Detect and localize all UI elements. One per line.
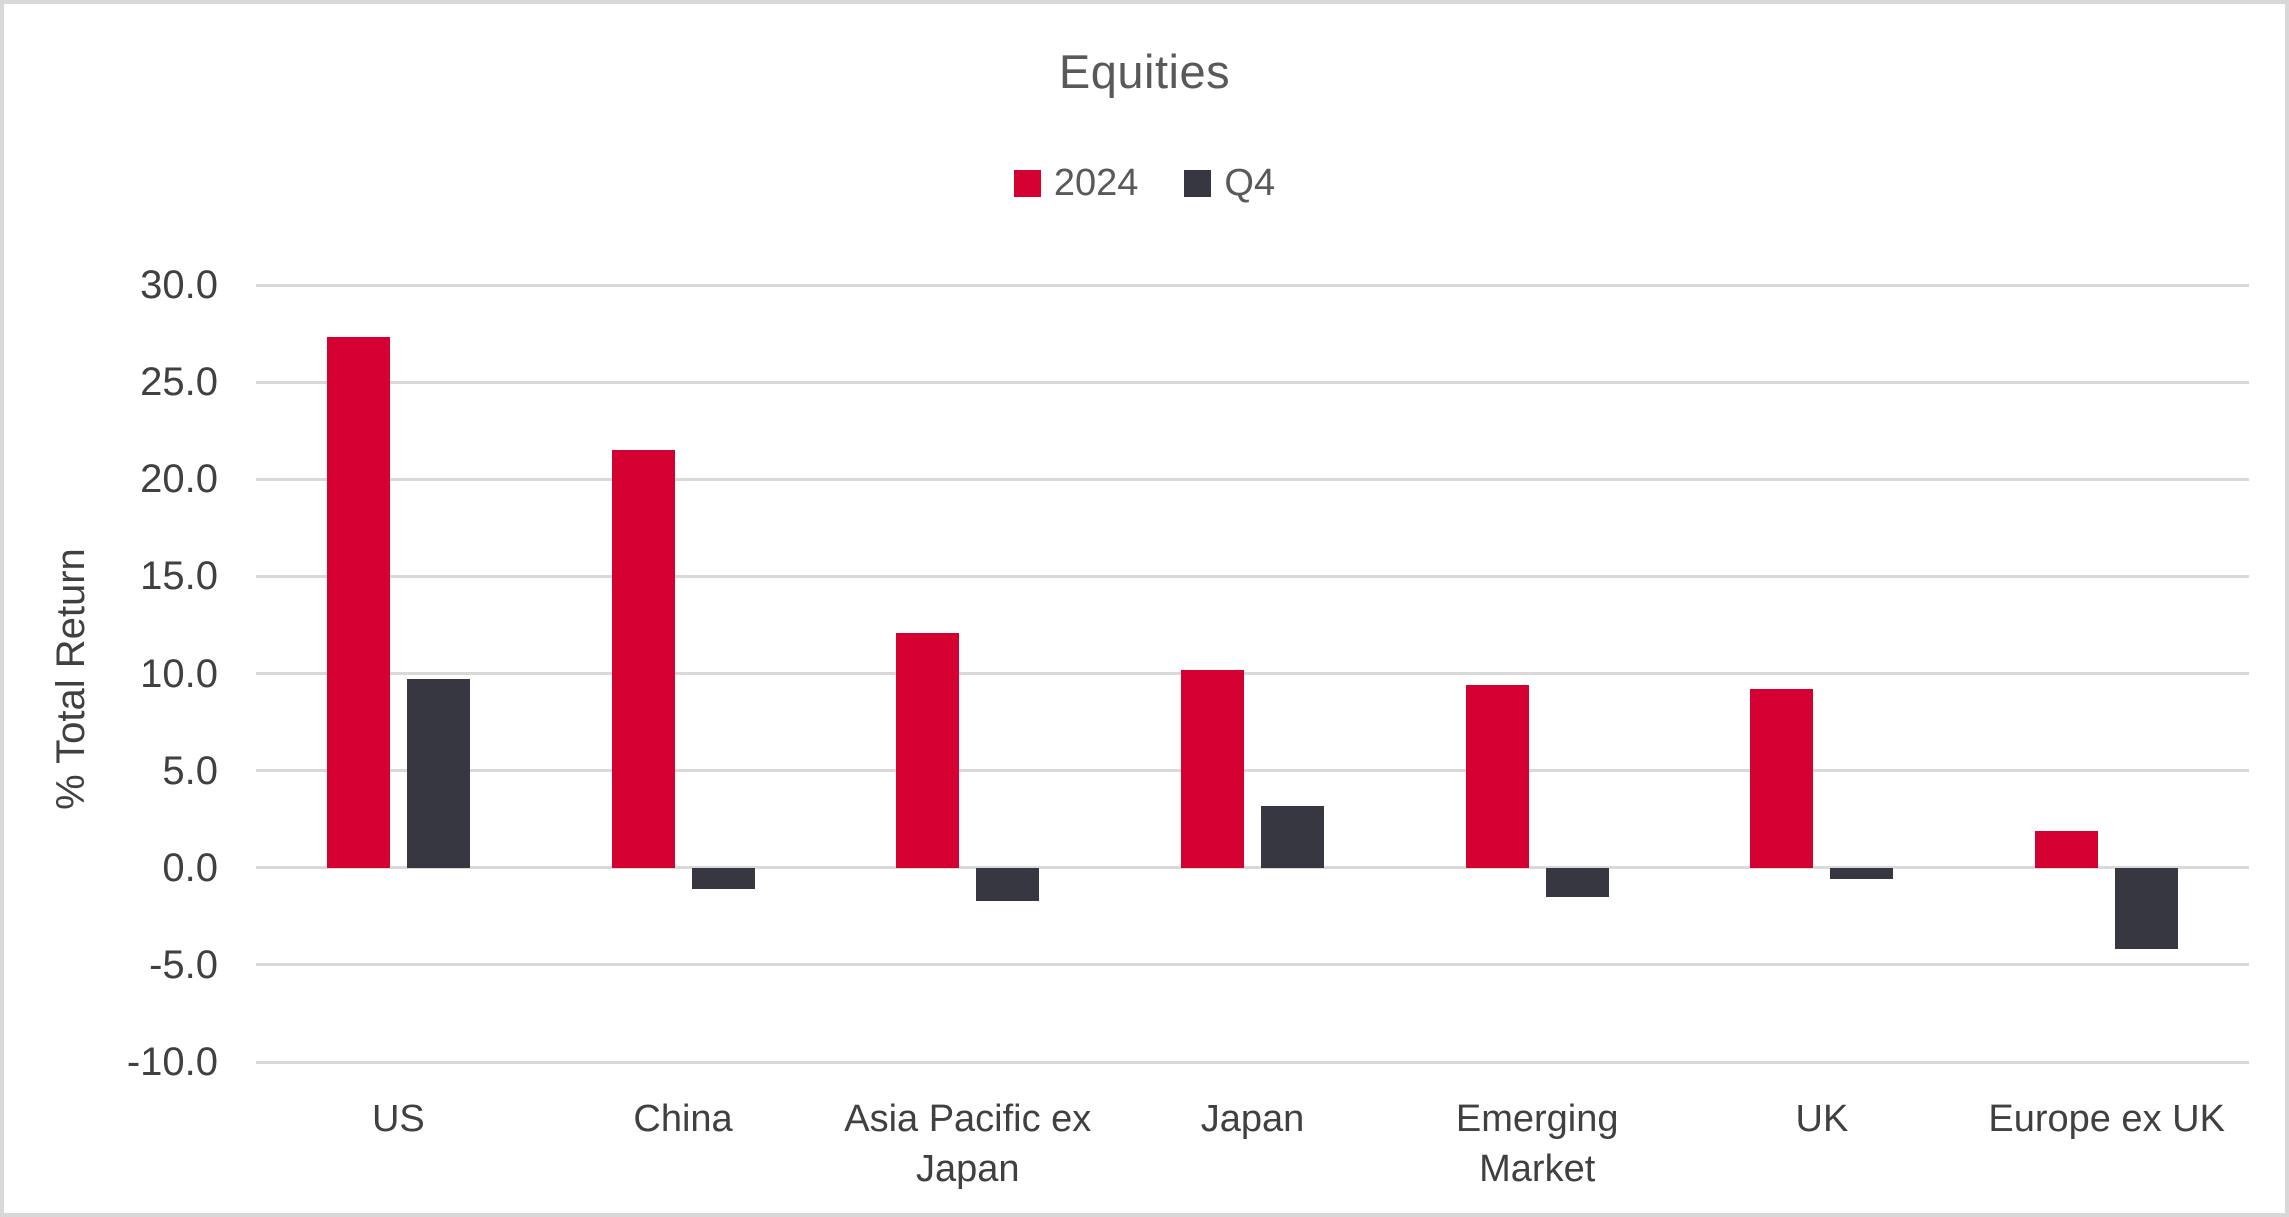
legend-label: Q4 — [1224, 162, 1276, 204]
bar-q4-japan — [1261, 805, 1324, 868]
x-category-label: US — [371, 1098, 425, 1140]
legend-swatch-icon — [1184, 170, 1212, 197]
y-tick-label: 5.0 — [162, 748, 218, 793]
y-tick-label: -5.0 — [149, 942, 218, 987]
legend-item-2024: 2024 — [1013, 162, 1139, 205]
x-category-label: Emerging Market — [1455, 1098, 1619, 1191]
gridline-30.0 — [256, 283, 2249, 287]
gridline-0.0 — [256, 866, 2249, 870]
y-tick-label: 10.0 — [140, 651, 218, 696]
gridline-15.0 — [256, 574, 2249, 578]
bar-q4-china — [691, 867, 755, 890]
y-tick-label: 25.0 — [140, 360, 218, 405]
bar-2024-china — [611, 450, 675, 868]
x-category-label: UK — [1795, 1098, 1849, 1140]
chart-title: Equities — [1058, 45, 1231, 98]
y-tick-label: 15.0 — [140, 554, 218, 599]
legend-label: 2024 — [1053, 162, 1139, 204]
x-category-label: Europe ex UK — [1988, 1098, 2225, 1140]
bar-q4-us — [406, 679, 470, 868]
plot-area — [256, 283, 2249, 1064]
bar-2024-asia-pacific-ex-japan — [896, 632, 960, 868]
gridline--10.0 — [256, 1060, 2249, 1064]
y-tick-label: 20.0 — [140, 457, 218, 502]
legend-swatch-icon — [1013, 170, 1041, 197]
gridline-25.0 — [256, 380, 2249, 384]
bar-2024-europe-ex-uk — [2035, 830, 2099, 868]
y-tick-label: -10.0 — [126, 1040, 218, 1084]
bar-2024-emerging-market — [1465, 685, 1529, 868]
x-category-label: Asia Pacific ex Japan — [844, 1098, 1092, 1191]
x-category-label: China — [633, 1098, 733, 1140]
gridline--5.0 — [256, 963, 2249, 967]
y-tick-label: 30.0 — [140, 263, 218, 307]
bar-2024-japan — [1181, 669, 1244, 868]
bar-q4-europe-ex-uk — [2115, 867, 2179, 950]
legend-item-q4: Q4 — [1184, 162, 1275, 205]
bar-q4-asia-pacific-ex-japan — [976, 867, 1040, 901]
y-tick-label: 0.0 — [162, 845, 218, 890]
bar-q4-uk — [1830, 867, 1894, 880]
gridline-5.0 — [256, 769, 2249, 773]
bar-q4-emerging-market — [1545, 867, 1609, 897]
gridline-20.0 — [256, 477, 2249, 481]
bar-2024-uk — [1750, 689, 1814, 868]
legend: 2024 Q4 — [4, 162, 2285, 205]
gridline-10.0 — [256, 672, 2249, 675]
x-category-label: Japan — [1200, 1098, 1305, 1140]
bar-2024-us — [326, 337, 390, 868]
